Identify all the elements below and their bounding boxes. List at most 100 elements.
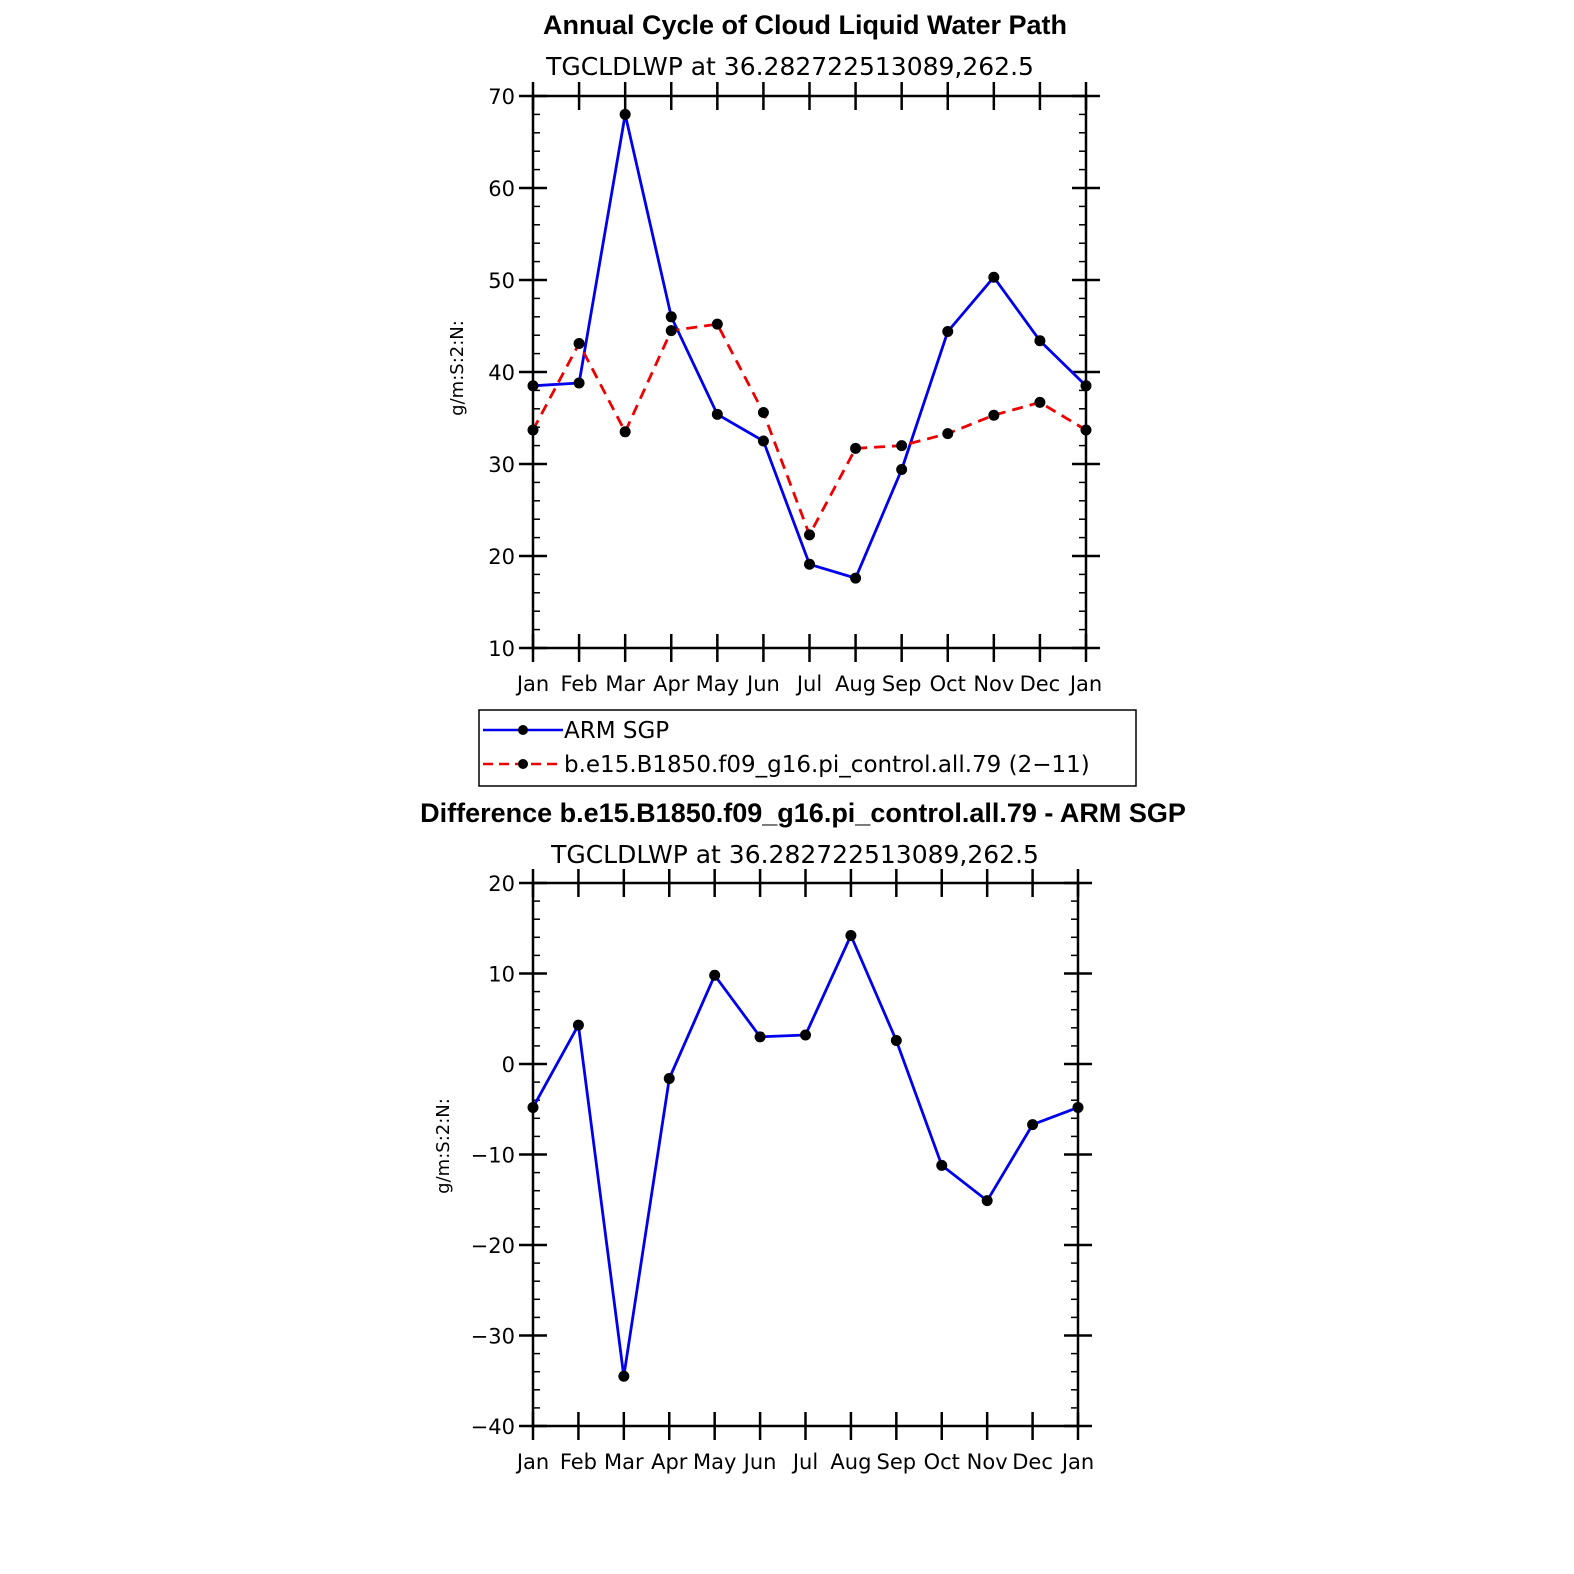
bottom-y-axis-label: g/m:S:2:N: xyxy=(433,1098,454,1194)
top-ytick-label: 40 xyxy=(488,361,515,385)
bottom-plot-marks xyxy=(527,929,1084,1382)
legend: ARM SGP b.e15.B1850.f09_g16.pi_control.a… xyxy=(478,709,1137,787)
top-xtick-label: Mar xyxy=(605,672,645,696)
bottom-series-0-point xyxy=(709,969,721,981)
top-xtick-label: Nov xyxy=(973,672,1014,696)
top-ytick-label: 30 xyxy=(488,453,515,477)
bottom-xtick-label: Oct xyxy=(924,1450,960,1474)
top-series-line-0 xyxy=(532,113,1087,580)
legend-marker-model xyxy=(518,759,528,769)
bottom-series-0-point xyxy=(754,1031,766,1043)
top-chart-title: Annual Cycle of Cloud Liquid Water Path xyxy=(543,10,1067,40)
top-series-1-point xyxy=(757,406,769,418)
bottom-chart-title: Difference b.e15.B1850.f09_g16.pi_contro… xyxy=(420,798,1186,828)
top-series-1-point xyxy=(527,424,539,436)
top-series-0-point xyxy=(619,108,631,120)
top-series-0-point xyxy=(896,464,908,476)
top-xtick-label: Sep xyxy=(882,672,922,696)
bottom-xtick-label: Aug xyxy=(830,1450,871,1474)
top-series-1-point xyxy=(1034,396,1046,408)
top-xtick-label: Apr xyxy=(653,672,690,696)
top-series-0-point xyxy=(527,380,539,392)
top-series-0-point xyxy=(988,271,1000,283)
top-series-1-point xyxy=(804,529,815,541)
bottom-series-0-point xyxy=(1072,1101,1084,1113)
bottom-series-0-point xyxy=(936,1159,948,1171)
top-series-1-point xyxy=(942,428,954,440)
top-series-1-point xyxy=(665,325,677,337)
top-ytick-label: 70 xyxy=(488,85,515,109)
top-series-0-point xyxy=(711,408,723,420)
bottom-ytick-label: 10 xyxy=(488,963,515,987)
top-xtick-label: May xyxy=(696,672,739,696)
top-xtick-label: Jul xyxy=(795,672,822,696)
top-series-1-point xyxy=(896,440,908,452)
legend-label-model: b.e15.B1850.f09_g16.pi_control.all.79 (2… xyxy=(564,752,1090,778)
bottom-ytick-label: −40 xyxy=(471,1415,515,1439)
bottom-series-line-0 xyxy=(531,934,1079,1378)
legend-marker-arm xyxy=(518,725,528,735)
top-series-0-point xyxy=(850,572,862,584)
top-series-0-point xyxy=(804,558,815,570)
bottom-xtick-label: Nov xyxy=(967,1450,1008,1474)
bottom-series-0-point xyxy=(1027,1119,1039,1131)
bottom-series-0-point xyxy=(572,1019,584,1031)
top-xtick-label: Aug xyxy=(835,672,876,696)
top-axes: 10 20 30 40 50 60 70 Jan Feb Mar Apr May Jun Jul Aug Se… xyxy=(488,82,1102,696)
top-series-1-point xyxy=(711,318,723,330)
top-series-0-point xyxy=(573,377,585,389)
legend-box xyxy=(478,709,1137,787)
top-series-1-point xyxy=(850,442,862,454)
bottom-ytick-label: 0 xyxy=(502,1053,515,1077)
bottom-xtick-label: Mar xyxy=(604,1450,644,1474)
top-xtick-label: Jan xyxy=(515,672,549,696)
top-xtick-label: Jun xyxy=(745,672,780,696)
bottom-ytick-label: 20 xyxy=(488,872,515,896)
bottom-xtick-label: May xyxy=(693,1450,736,1474)
top-series-0-point xyxy=(942,326,954,338)
top-series-0-point xyxy=(757,435,769,447)
bottom-axes: −40 −30 −20 −10 0 10 20 Jan Feb Mar Apr May Jun Jul Au… xyxy=(471,869,1094,1474)
bottom-series-0-point xyxy=(663,1072,675,1084)
bottom-ytick-label: −30 xyxy=(471,1325,515,1349)
top-ytick-label: 60 xyxy=(488,177,515,201)
bottom-xtick-label: Apr xyxy=(651,1450,688,1474)
top-series-0-point xyxy=(665,311,677,323)
top-ytick-label: 50 xyxy=(488,269,515,293)
top-ytick-label: 20 xyxy=(488,545,515,569)
top-xtick-label: Jan xyxy=(1068,672,1102,696)
legend-label-arm: ARM SGP xyxy=(564,718,669,744)
top-xtick-label: Feb xyxy=(560,672,597,696)
bottom-xtick-label: Jan xyxy=(1060,1450,1094,1474)
top-xtick-label: Dec xyxy=(1020,672,1061,696)
top-panel: Annual Cycle of Cloud Liquid Water Path … xyxy=(447,10,1102,696)
top-series-1-point xyxy=(988,409,1000,421)
top-series-1-point xyxy=(619,426,631,438)
top-plot-marks xyxy=(527,108,1092,584)
bottom-xtick-label: Jul xyxy=(791,1450,818,1474)
bottom-panel: Difference b.e15.B1850.f09_g16.pi_contro… xyxy=(420,798,1186,1474)
bottom-series-0-point xyxy=(800,1029,811,1041)
bottom-xtick-label: Sep xyxy=(877,1450,917,1474)
bottom-series-0-point xyxy=(527,1101,539,1113)
bottom-xtick-label: Jun xyxy=(742,1450,777,1474)
bottom-xtick-label: Feb xyxy=(560,1450,597,1474)
top-xtick-label: Oct xyxy=(930,672,966,696)
bottom-chart-subtitle: TGCLDLWP at 36.282722513089,262.5 xyxy=(550,840,1039,869)
bottom-plot-frame xyxy=(531,881,1080,1428)
bottom-series-0-point xyxy=(981,1195,993,1207)
top-series-0-point xyxy=(1034,335,1046,347)
top-series-0-point xyxy=(1080,380,1092,392)
top-series-1-point xyxy=(1080,424,1092,436)
top-ytick-label: 10 xyxy=(488,637,515,661)
bottom-series-0-point xyxy=(618,1370,630,1382)
top-y-axis-label: g/m:S:2:N: xyxy=(447,320,468,416)
top-series-1-point xyxy=(573,337,585,349)
bottom-series-0-point xyxy=(890,1034,902,1046)
bottom-series-0-point xyxy=(845,929,857,941)
top-chart-subtitle: TGCLDLWP at 36.282722513089,262.5 xyxy=(545,52,1034,81)
top-series-line-1 xyxy=(531,322,1087,537)
bottom-xtick-label: Jan xyxy=(515,1450,549,1474)
bottom-ytick-label: −20 xyxy=(471,1234,515,1258)
